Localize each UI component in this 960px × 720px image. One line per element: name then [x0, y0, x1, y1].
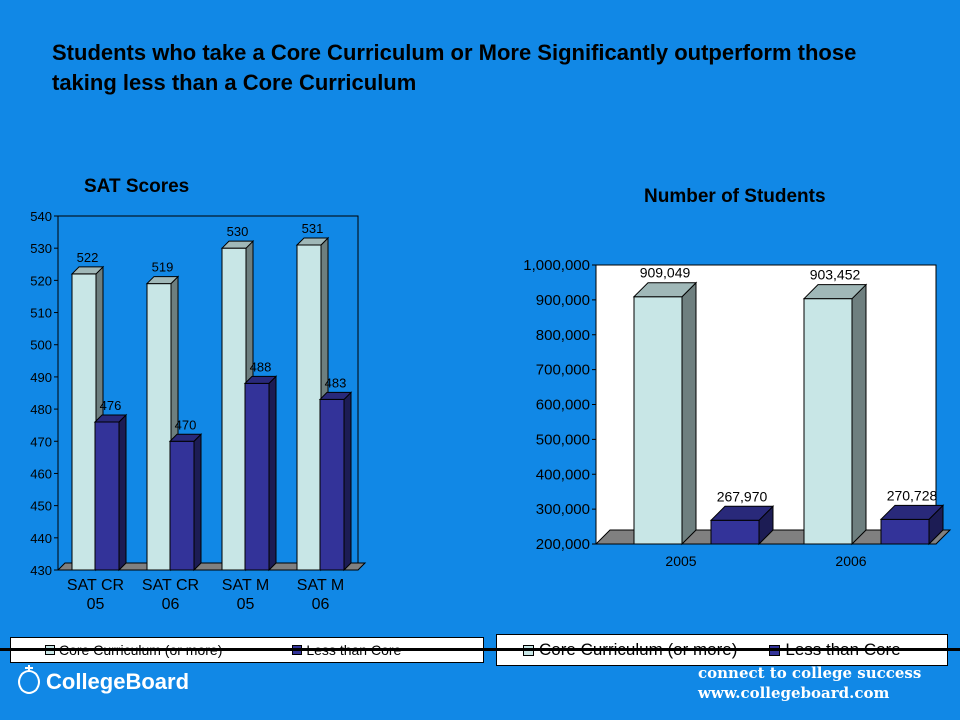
sat-y-tick-label: 510 — [30, 306, 52, 321]
sat-y-tick-label: 540 — [30, 209, 52, 224]
sat-bar — [244, 382, 270, 571]
sat-bar-top — [295, 237, 330, 246]
page-title: Students who take a Core Curriculum or M… — [52, 40, 857, 95]
sat-bar — [169, 440, 195, 571]
sat-data-label: 522 — [77, 250, 99, 265]
sat-y-tick-label: 480 — [30, 402, 52, 417]
sat-x-tick-label: 05 — [237, 596, 255, 613]
acorn-icon — [16, 662, 42, 701]
sat-data-label: 519 — [152, 260, 174, 275]
students-bar — [710, 519, 760, 545]
students-bar-side — [851, 283, 867, 546]
sat-data-label: 530 — [227, 224, 249, 239]
sat-x-tick-label: SAT CR — [142, 577, 199, 594]
sat-x-tick-label: 05 — [87, 596, 105, 613]
students-y-tick-label: 400,000 — [536, 466, 590, 483]
sat-data-label: 483 — [325, 375, 347, 390]
tagline[interactable]: connect to college success www.collegebo… — [698, 663, 921, 703]
students-bar-top — [879, 504, 945, 520]
sat-bar-top — [243, 375, 278, 384]
sat-bar-top — [168, 433, 203, 442]
students-y-tick-label: 500,000 — [536, 431, 590, 448]
sat-data-label: 531 — [302, 221, 324, 236]
students-y-tick-label: 900,000 — [536, 292, 590, 309]
sat-y-tick-label: 520 — [30, 273, 52, 288]
logo-text: CollegeBoard — [46, 668, 190, 694]
sat-bar — [94, 421, 120, 571]
students-data-label: 267,970 — [717, 488, 768, 504]
students-bar-side — [681, 281, 697, 546]
students-bar-top — [632, 282, 698, 298]
website-link[interactable]: www.collegeboard.com — [698, 684, 890, 702]
sat-y-tick-label: 490 — [30, 370, 52, 385]
sat-bar — [146, 283, 172, 571]
students-y-tick-label: 200,000 — [536, 536, 590, 553]
sat-bar — [71, 273, 97, 571]
students-y-tick-label: 1,000,000 — [523, 257, 590, 274]
sat-y-tick-label: 530 — [30, 241, 52, 256]
sat-bar-top — [145, 276, 180, 285]
sat-y-tick-label: 470 — [30, 434, 52, 449]
students-bar-top — [802, 284, 868, 300]
students-data-label: 909,049 — [640, 265, 691, 281]
sat-y-tick-label: 430 — [30, 563, 52, 578]
students-chart-title: Number of Students — [644, 186, 826, 207]
sat-x-tick-label: 06 — [162, 596, 180, 613]
sat-y-tick-label: 500 — [30, 338, 52, 353]
sat-bar — [319, 398, 345, 571]
students-data-label: 903,452 — [810, 267, 861, 283]
sat-bar-top — [70, 266, 105, 275]
collegeboard-logo[interactable]: CollegeBoard — [16, 662, 189, 701]
sat-chart-title: SAT Scores — [84, 176, 190, 197]
students-y-tick-label: 800,000 — [536, 327, 590, 344]
sat-data-label: 488 — [250, 359, 272, 374]
students-bar-top — [709, 505, 775, 521]
sat-y-tick-label: 460 — [30, 466, 52, 481]
sat-x-tick-label: SAT M — [297, 577, 344, 594]
sat-data-label: 470 — [175, 417, 197, 432]
tagline-text: connect to college success — [698, 664, 922, 682]
sat-bar-side — [343, 391, 352, 572]
sat-y-tick-label: 440 — [30, 531, 52, 546]
students-y-tick-label: 700,000 — [536, 362, 590, 379]
students-bar — [803, 298, 853, 545]
students-y-tick-label: 300,000 — [536, 501, 590, 518]
sat-bar — [221, 247, 247, 571]
sat-bar-top — [318, 391, 353, 400]
sat-bar-top — [93, 414, 128, 423]
sat-x-tick-label: SAT M — [222, 577, 269, 594]
sat-y-tick-label: 450 — [30, 499, 52, 514]
students-x-tick-label: 2006 — [835, 553, 866, 569]
sat-x-tick-label: SAT CR — [67, 577, 124, 594]
sat-bar-side — [268, 375, 277, 572]
sat-bar — [296, 244, 322, 571]
students-data-label: 270,728 — [887, 487, 938, 503]
students-y-tick-label: 600,000 — [536, 397, 590, 414]
students-x-tick-label: 2005 — [665, 553, 696, 569]
students-bar — [880, 518, 930, 545]
footer-divider — [0, 648, 960, 651]
sat-x-tick-label: 06 — [312, 596, 330, 613]
sat-data-label: 476 — [100, 398, 122, 413]
sat-bar-side — [193, 433, 202, 572]
sat-bar-top — [220, 240, 255, 249]
students-bar — [633, 296, 683, 545]
sat-bar-side — [118, 413, 127, 572]
